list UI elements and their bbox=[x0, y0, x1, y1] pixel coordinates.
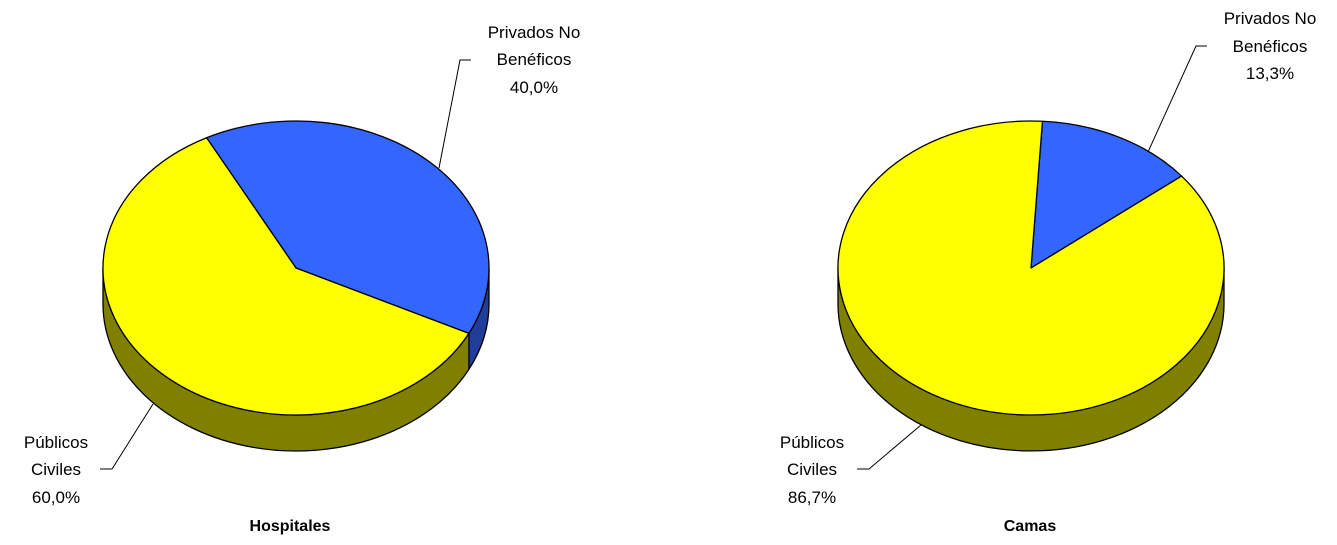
chart-title: Camas bbox=[1004, 518, 1057, 535]
slice-label-publicos: Públicos Civiles 60,0% bbox=[24, 433, 88, 507]
pie-slice-0 bbox=[1030, 120, 1183, 269]
pie-slice-0 bbox=[205, 120, 490, 335]
leader-line-publicos bbox=[100, 403, 154, 470]
slice-label-line2: Civiles bbox=[787, 460, 837, 479]
slice-label-line1: Privados No bbox=[488, 23, 581, 42]
slice-label-line1: Públicos bbox=[24, 433, 88, 452]
slice-percent-label: 86,7% bbox=[788, 488, 836, 507]
pie-slices bbox=[102, 120, 490, 452]
slice-label-privados: Privados No Benéficos 13,3% bbox=[1224, 9, 1317, 83]
pie-slice-1 bbox=[837, 120, 1225, 416]
slice-label-line1: Privados No bbox=[1224, 9, 1317, 28]
slice-label-line1: Públicos bbox=[780, 433, 844, 452]
slice-label-line2: Benéficos bbox=[497, 50, 572, 69]
slice-label-privados: Privados No Benéficos 40,0% bbox=[488, 23, 581, 97]
pie-chart-camas: Privados No Benéficos 13,3% Públicos Civ… bbox=[780, 9, 1316, 535]
slice-label-publicos: Públicos Civiles 86,7% bbox=[780, 433, 844, 507]
leader-line-privados bbox=[438, 59, 471, 169]
slice-percent-label: 60,0% bbox=[32, 488, 80, 507]
pie-slices bbox=[837, 120, 1225, 452]
leader-line-publicos bbox=[857, 424, 922, 470]
leader-line-privados bbox=[1147, 45, 1207, 153]
slice-percent-label: 40,0% bbox=[510, 78, 558, 97]
slice-label-line2: Benéficos bbox=[1233, 37, 1308, 56]
slice-percent-label: 13,3% bbox=[1246, 64, 1294, 83]
pie-chart-hospitales: Privados No Benéficos 40,0% Públicos Civ… bbox=[24, 23, 580, 535]
slice-label-line2: Civiles bbox=[31, 460, 81, 479]
chart-title: Hospitales bbox=[250, 518, 331, 535]
pie-slice-1 bbox=[102, 137, 470, 416]
